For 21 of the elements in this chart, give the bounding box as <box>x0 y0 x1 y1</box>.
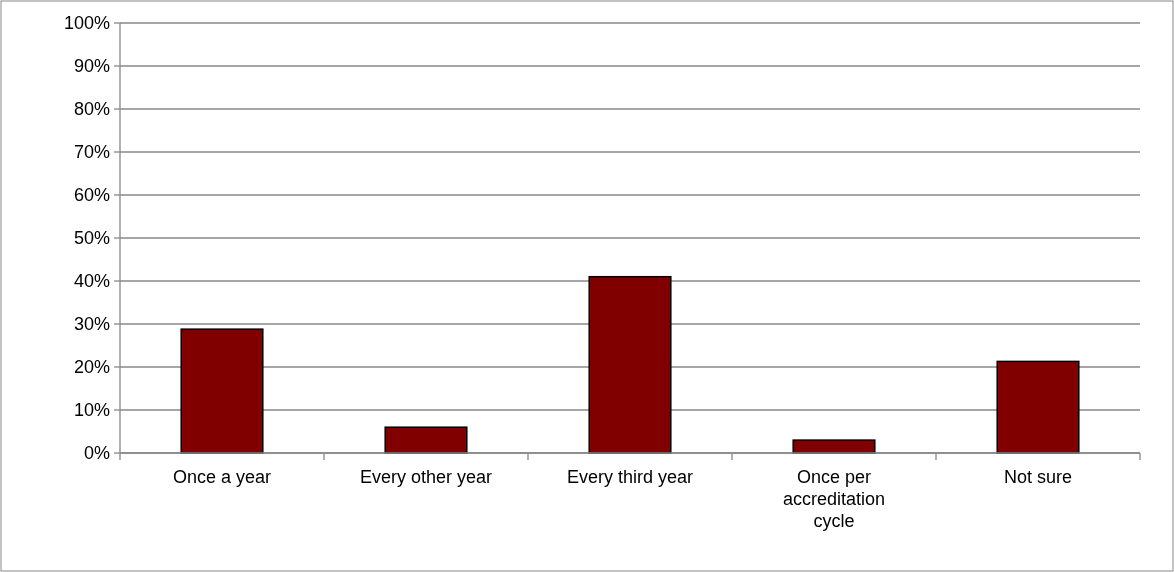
y-tick-label: 20% <box>73 357 110 378</box>
x-tick-label: Every other year <box>359 467 493 487</box>
y-tick-label: 30% <box>73 314 110 335</box>
bar <box>792 439 876 454</box>
x-tick-label: Once per accreditation cycle <box>782 467 886 531</box>
bar <box>588 275 672 454</box>
x-tick-label: Once a year <box>172 467 272 487</box>
bar <box>996 360 1080 454</box>
y-tick-label: 70% <box>73 142 110 163</box>
bar <box>180 328 264 454</box>
x-tick-label: Every third year <box>566 467 694 487</box>
y-tick-label: 40% <box>73 271 110 292</box>
y-tick-label: 80% <box>73 99 110 120</box>
y-tick-label: 0% <box>83 443 110 464</box>
x-tick-label: Not sure <box>1003 467 1073 487</box>
y-tick-label: 90% <box>73 56 110 77</box>
y-tick-label: 50% <box>73 228 110 249</box>
y-tick-label: 60% <box>73 185 110 206</box>
y-tick-label: 10% <box>73 400 110 421</box>
y-tick-label: 100% <box>63 13 110 34</box>
bar <box>384 426 468 454</box>
